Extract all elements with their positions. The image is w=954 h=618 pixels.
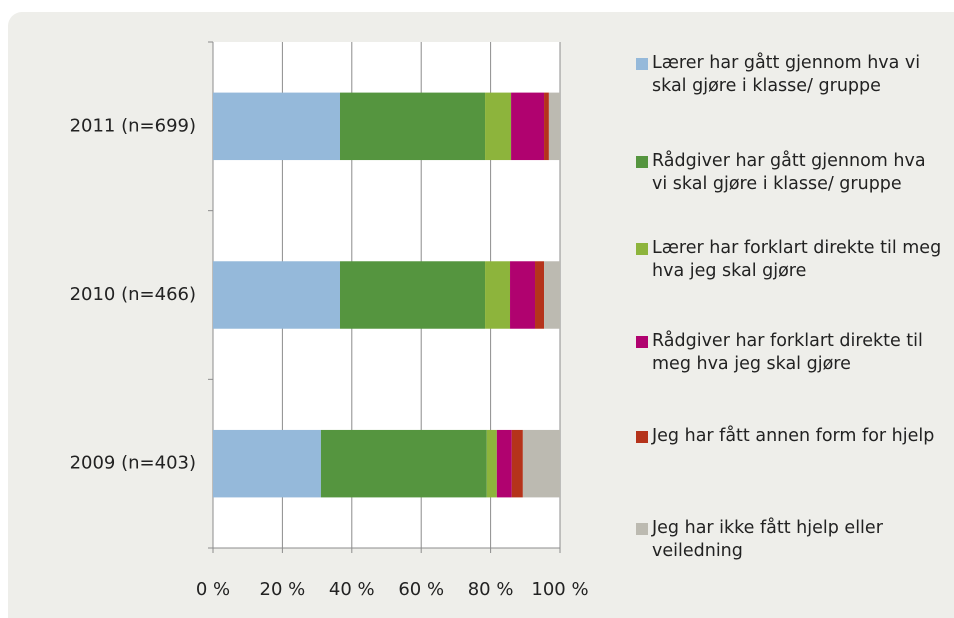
legend-label: Rådgiver har gått gjennom hva vi skal gj… bbox=[652, 151, 926, 194]
legend-swatch bbox=[636, 336, 648, 348]
bar-segment bbox=[511, 429, 523, 498]
legend-item: Lærer har gått gjennom hva vi skal gjøre… bbox=[636, 52, 946, 98]
bar-segment bbox=[485, 92, 512, 161]
x-tick-label: 80 % bbox=[468, 579, 514, 600]
x-tick-label: 0 % bbox=[196, 579, 230, 600]
bar-segment bbox=[535, 261, 545, 329]
legend-swatch bbox=[636, 58, 648, 70]
bar-segment bbox=[485, 261, 511, 329]
legend-swatch bbox=[636, 523, 648, 535]
legend-label: Jeg har fått annen form for hjelp bbox=[652, 426, 935, 446]
bar-segment bbox=[496, 429, 512, 498]
legend-label: Lærer har gått gjennom hva vi skal gjøre… bbox=[652, 53, 921, 96]
bar-segment bbox=[340, 261, 486, 329]
x-tick-label: 40 % bbox=[329, 579, 375, 600]
x-tick-label: 20 % bbox=[260, 579, 306, 600]
legend-item: Rådgiver har forklart direkte til meg hv… bbox=[636, 330, 946, 376]
bar-segment bbox=[544, 261, 560, 329]
legend-item: Jeg har fått annen form for hjelp bbox=[636, 425, 946, 448]
y-tick-label: 2011 (n=699) bbox=[70, 115, 196, 136]
legend-label: Jeg har ikke fått hjelp eller veiledning bbox=[652, 518, 883, 561]
legend-label: Rådgiver har forklart direkte til meg hv… bbox=[652, 331, 923, 374]
y-tick-label: 2009 (n=403) bbox=[70, 453, 196, 474]
bar-segment bbox=[522, 429, 560, 498]
bar-segment bbox=[511, 92, 545, 161]
bar-segment bbox=[213, 261, 341, 329]
bar-segment bbox=[213, 429, 321, 498]
bar-segment bbox=[548, 92, 560, 161]
bar-segment bbox=[340, 92, 486, 161]
bar-segment bbox=[486, 429, 497, 498]
x-tick-label: 100 % bbox=[531, 579, 588, 600]
x-tick-label: 60 % bbox=[398, 579, 444, 600]
bar-segment bbox=[213, 92, 341, 161]
legend-swatch bbox=[636, 431, 648, 443]
bar-segment bbox=[544, 92, 549, 161]
y-tick-label: 2010 (n=466) bbox=[70, 284, 196, 305]
legend-label: Lærer har forklart direkte til meg hva j… bbox=[652, 238, 942, 281]
legend-swatch bbox=[636, 243, 648, 255]
legend-item: Rådgiver har gått gjennom hva vi skal gj… bbox=[636, 150, 946, 196]
legend-item: Jeg har ikke fått hjelp eller veiledning bbox=[636, 517, 946, 563]
legend-item: Lærer har forklart direkte til meg hva j… bbox=[636, 237, 946, 283]
bar-segment bbox=[510, 261, 536, 329]
legend-swatch bbox=[636, 156, 648, 168]
bar-segment bbox=[320, 429, 487, 498]
